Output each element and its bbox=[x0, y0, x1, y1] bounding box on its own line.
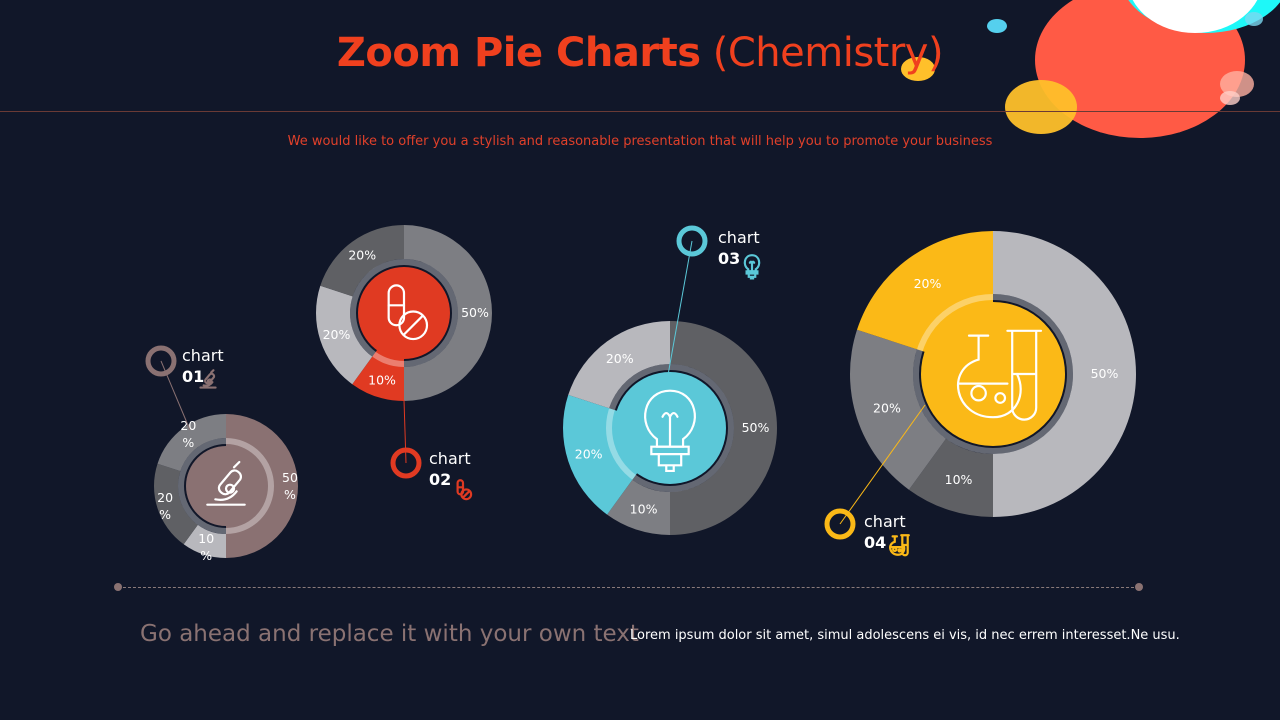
divider-dot bbox=[114, 583, 122, 591]
chart-word: chart bbox=[718, 228, 760, 247]
bubble bbox=[1035, 0, 1245, 138]
bubble bbox=[1132, 0, 1258, 33]
callout-line bbox=[667, 240, 693, 376]
pie-slice bbox=[993, 231, 1136, 517]
callout-marker bbox=[390, 447, 422, 479]
footer-body: Lorem ipsum dolor sit amet, simul adoles… bbox=[630, 628, 1180, 643]
page-title: Zoom Pie Charts (Chemistry) bbox=[0, 30, 1280, 76]
slice-label: 50% bbox=[742, 420, 770, 435]
header-divider bbox=[0, 111, 1280, 112]
bubble bbox=[901, 57, 935, 81]
pie-slice bbox=[670, 321, 777, 535]
slice-label: 50% bbox=[461, 305, 489, 320]
chart-number: 03 bbox=[718, 249, 741, 268]
subtitle: We would like to offer you a stylish and… bbox=[287, 134, 993, 149]
pie-slice bbox=[568, 321, 670, 409]
center-ring bbox=[913, 294, 1073, 454]
chart-03-label: chart 03 bbox=[718, 227, 760, 269]
title-light: (Chemistry) bbox=[712, 30, 944, 76]
chart-02-label: chart 02 bbox=[429, 448, 471, 490]
slice-label: 20% bbox=[575, 446, 603, 461]
pie-slice bbox=[850, 329, 946, 490]
slice-label: 20% bbox=[157, 490, 173, 522]
chart-03: 50% 10% 20% 20% bbox=[563, 225, 777, 536]
lightbulb-icon bbox=[644, 389, 696, 473]
callout-marker bbox=[824, 508, 856, 540]
label-microscope-icon bbox=[199, 369, 217, 389]
slice-label: 20% bbox=[323, 327, 351, 342]
label-lightbulb-icon bbox=[743, 254, 761, 280]
pie-slice bbox=[154, 463, 198, 545]
bubble bbox=[1220, 91, 1240, 105]
divider-dot bbox=[1135, 583, 1143, 591]
pie-slice bbox=[320, 225, 404, 297]
slice-label: 20% bbox=[606, 351, 634, 366]
chart-04-label: chart 04 bbox=[864, 511, 906, 553]
slice-label: 10% bbox=[368, 373, 396, 388]
callout-marker bbox=[676, 225, 708, 257]
chart-number: 04 bbox=[864, 533, 887, 552]
slice-label: 20% bbox=[914, 276, 942, 291]
pie-slice bbox=[316, 285, 373, 385]
chart-number: 02 bbox=[429, 470, 452, 489]
bubble bbox=[1220, 71, 1254, 97]
pie-slice bbox=[404, 225, 492, 401]
footer-headline: Go ahead and replace it with your own te… bbox=[140, 621, 639, 647]
chart-02: 50% 10% 20% 20% bbox=[316, 225, 492, 501]
callout-marker bbox=[145, 345, 177, 377]
chart-number: 01 bbox=[182, 367, 205, 386]
slice-label: 20% bbox=[873, 400, 901, 415]
pie-slice bbox=[908, 438, 993, 517]
title-bold: Zoom Pie Charts bbox=[336, 30, 701, 76]
microscope-icon bbox=[206, 460, 246, 506]
center-ring bbox=[350, 259, 458, 367]
pie-slice bbox=[183, 524, 226, 558]
flask-icon bbox=[956, 329, 1043, 421]
chart-01: 50%10%20%20% bbox=[145, 345, 298, 563]
chart-01-label: chart 01 bbox=[182, 345, 224, 387]
slice-label: 50% bbox=[1091, 366, 1119, 381]
pill-icon bbox=[387, 284, 429, 341]
slice-label: 10% bbox=[630, 501, 658, 516]
slice-label: 20% bbox=[348, 248, 376, 263]
bubble bbox=[1005, 80, 1077, 134]
slice-label: 50% bbox=[282, 470, 298, 502]
slice-label: 10% bbox=[945, 472, 973, 487]
callout-line bbox=[403, 399, 407, 464]
center-circle bbox=[921, 302, 1065, 446]
chart-04: 50% 10% 20% 20% bbox=[824, 231, 1136, 557]
chart-word: chart bbox=[182, 346, 224, 365]
label-pill-icon bbox=[456, 479, 473, 501]
chart-word: chart bbox=[864, 512, 906, 531]
label-flask-icon bbox=[889, 534, 910, 557]
center-ring bbox=[178, 438, 274, 534]
pie-slice bbox=[157, 414, 226, 472]
footer-divider bbox=[118, 587, 1139, 588]
center-ring bbox=[606, 364, 734, 492]
slice-label: 10% bbox=[198, 531, 214, 563]
bubble bbox=[1245, 12, 1263, 26]
callout-line bbox=[839, 404, 926, 525]
chart-word: chart bbox=[429, 449, 471, 468]
bubble bbox=[987, 19, 1007, 33]
pie-slice bbox=[607, 479, 670, 536]
